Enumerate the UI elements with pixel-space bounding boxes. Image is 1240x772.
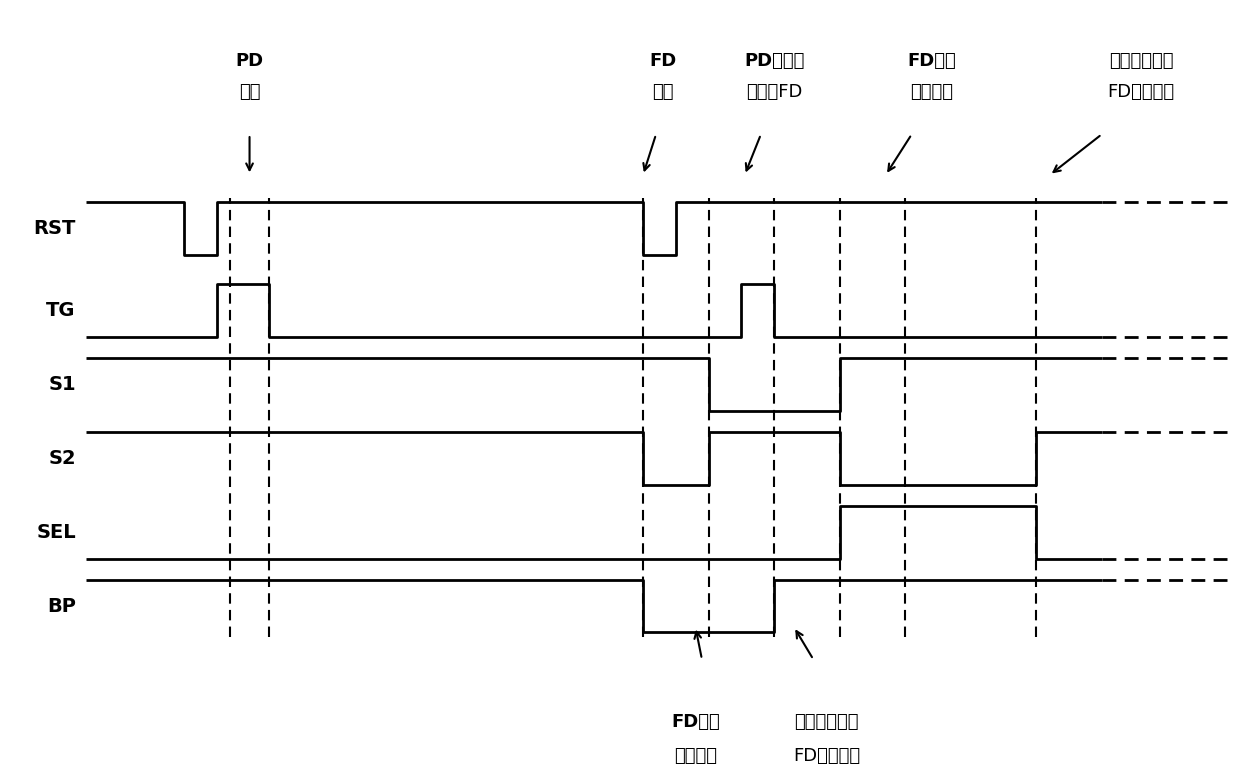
Text: S1: S1: [48, 375, 76, 394]
Text: FD复位: FD复位: [671, 713, 719, 731]
Text: 传输到FD: 传输到FD: [746, 83, 802, 101]
Text: 光电子转移后: 光电子转移后: [795, 713, 859, 731]
Text: PD光电子: PD光电子: [744, 52, 805, 70]
Text: FD信号存储: FD信号存储: [792, 747, 861, 765]
Text: SEL: SEL: [36, 523, 76, 542]
Text: 复位: 复位: [239, 83, 260, 101]
Text: BP: BP: [47, 597, 76, 616]
Text: 光电子传输后: 光电子传输后: [1109, 52, 1173, 70]
Text: RST: RST: [33, 219, 76, 238]
Text: 复位: 复位: [652, 83, 673, 101]
Text: FD信号读出: FD信号读出: [1107, 83, 1174, 101]
Text: TG: TG: [46, 301, 76, 320]
Text: PD: PD: [236, 52, 264, 70]
Text: FD复位: FD复位: [908, 52, 956, 70]
Text: FD: FD: [649, 52, 676, 70]
Text: 信号存储: 信号存储: [673, 747, 717, 765]
Text: 信号读出: 信号读出: [910, 83, 954, 101]
Text: S2: S2: [48, 449, 76, 468]
